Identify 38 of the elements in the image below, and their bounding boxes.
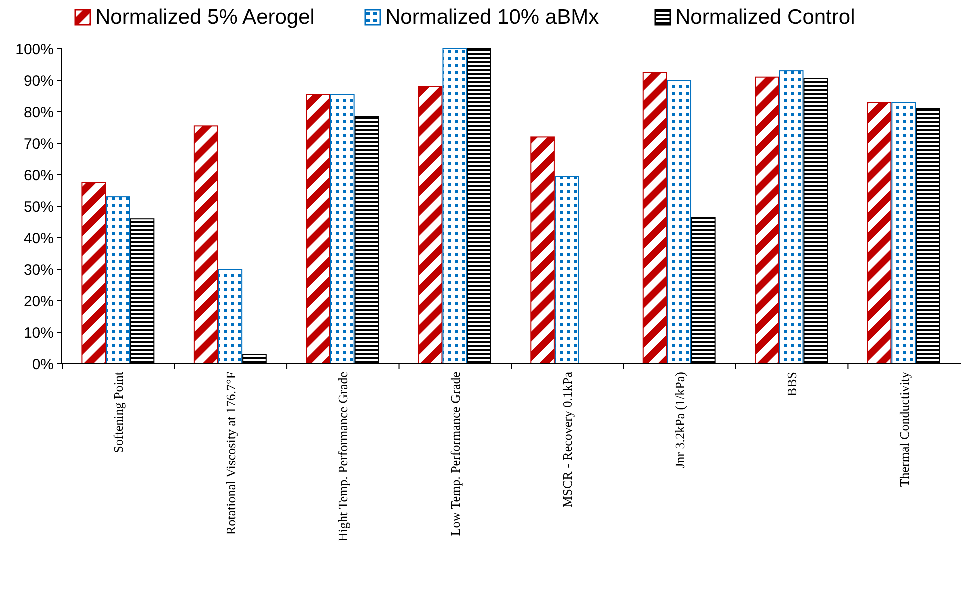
x-tick-label: MSCR - Recovery 0.1kPa	[560, 372, 576, 508]
bar	[306, 94, 330, 364]
y-tick-label: 60%	[24, 167, 54, 184]
bar	[530, 136, 555, 364]
bar	[82, 182, 106, 364]
bar	[330, 94, 355, 364]
bar	[667, 80, 692, 364]
bar	[194, 126, 218, 364]
bar	[892, 102, 916, 364]
x-tick-label: Thermal Conductivity	[896, 372, 912, 488]
y-tick-label: 40%	[24, 230, 54, 248]
y-tick-label: 70%	[24, 136, 54, 153]
y-tick-label: 90%	[24, 72, 54, 90]
y-tick-label: 80%	[24, 104, 54, 122]
x-tick-label: Softening Point	[111, 372, 126, 454]
bar	[442, 48, 468, 364]
bar	[642, 72, 668, 364]
x-tick-label: Hight Temp. Performance Grade	[336, 372, 351, 542]
legend-label: Normalized Control	[676, 6, 856, 29]
legend-label: Normalized 10% aBMx	[386, 6, 600, 29]
x-tick-label: BBS	[784, 372, 800, 397]
y-tick-label: 50%	[24, 198, 54, 216]
bar	[779, 70, 804, 364]
x-tick-label: Rotational Viscosity at 176.7°F	[223, 372, 238, 536]
bar	[554, 176, 580, 364]
y-tick-label: 100%	[16, 41, 54, 58]
bar	[106, 196, 130, 364]
bar	[418, 86, 443, 364]
y-tick-label: 0%	[32, 356, 54, 374]
x-tick-label: Low Temp. Performance Grade	[448, 372, 463, 536]
bar	[755, 76, 780, 364]
bar	[867, 102, 892, 364]
x-tick-label: Jnr 3.2kPa (1/kPa)	[672, 372, 688, 468]
legend-label: Normalized 5% Aerogel	[96, 6, 315, 29]
y-tick-label: 10%	[24, 324, 54, 342]
bar	[218, 269, 243, 364]
y-tick-label: 30%	[24, 262, 54, 279]
y-tick-label: 20%	[24, 293, 54, 310]
